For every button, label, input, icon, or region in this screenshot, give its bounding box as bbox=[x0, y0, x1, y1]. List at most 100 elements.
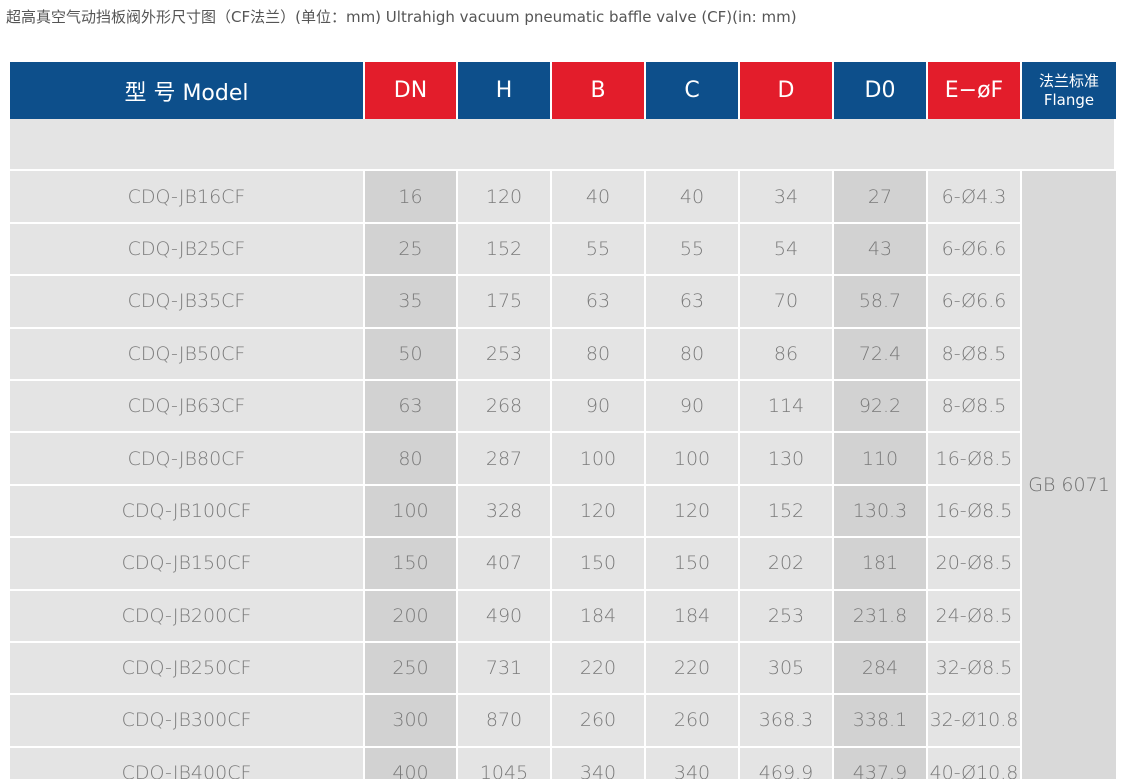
cell-e-f: 40-Ø10.8 bbox=[928, 747, 1022, 779]
cell-d0: 130.3 bbox=[834, 485, 928, 539]
table-row: CDQ-JB80CF 80 287 100 100 130 110 16-Ø8.5 bbox=[10, 433, 1116, 486]
cell-d: 469.9 bbox=[740, 747, 834, 779]
table-row: CDQ-JB300CF 300 870 260 260 368.3 338.1 32-Ø10.… bbox=[10, 695, 1116, 748]
cell-e-f: 8-Ø8.5 bbox=[928, 328, 1022, 381]
cell-d0: 284 bbox=[834, 642, 928, 696]
cell-e-f: 6-Ø4.3 bbox=[928, 171, 1022, 224]
cell-flange-standard: GB 6071 bbox=[1022, 171, 1116, 779]
table-row: CDQ-JB16CF 16 120 40 40 34 27 6-Ø4.3 GB 6071 bbox=[10, 171, 1116, 779]
cell-c: 100 bbox=[646, 433, 740, 486]
cell-h: 1045 bbox=[458, 747, 552, 779]
cell-d: 253 bbox=[740, 590, 834, 643]
cell-d: 114 bbox=[740, 380, 834, 434]
header-row: 型 号 Model DN H B C D D0 E−øF 法兰标准 Flange bbox=[10, 62, 1116, 119]
cell-d: 368.3 bbox=[740, 695, 834, 748]
cell-e-f: 20-Ø8.5 bbox=[928, 538, 1022, 591]
header-flange-cn: 法兰标准 bbox=[1038, 71, 1099, 90]
cell-model: CDQ-JB400CF bbox=[10, 747, 365, 779]
header-spacer bbox=[10, 119, 1116, 172]
cell-e-f: 32-Ø8.5 bbox=[928, 642, 1022, 696]
table-row: CDQ-JB200CF 200 490 184 184 253 231.8 24-Ø8.5 bbox=[10, 590, 1116, 643]
cell-dn: 300 bbox=[365, 695, 458, 748]
cell-h: 268 bbox=[458, 380, 552, 434]
cell-dn: 25 bbox=[365, 223, 458, 277]
cell-h: 490 bbox=[458, 590, 552, 643]
cell-e-f: 32-Ø10.8 bbox=[928, 695, 1022, 748]
cell-dn: 16 bbox=[365, 171, 458, 224]
header-e-f: E−øF bbox=[928, 62, 1022, 119]
cell-h: 287 bbox=[458, 433, 552, 486]
cell-c: 80 bbox=[646, 328, 740, 381]
cell-c: 55 bbox=[646, 223, 740, 277]
cell-e-f: 16-Ø8.5 bbox=[928, 485, 1022, 539]
cell-b: 90 bbox=[552, 380, 646, 434]
cell-dn: 80 bbox=[365, 433, 458, 486]
cell-d: 86 bbox=[740, 328, 834, 381]
cell-d0: 27 bbox=[834, 171, 928, 224]
cell-model: CDQ-JB200CF bbox=[10, 590, 365, 643]
cell-h: 152 bbox=[458, 223, 552, 277]
cell-b: 120 bbox=[552, 485, 646, 539]
header-d: D bbox=[740, 62, 834, 119]
cell-d0: 72.4 bbox=[834, 328, 928, 381]
cell-d0: 231.8 bbox=[834, 590, 928, 643]
cell-d0: 437.9 bbox=[834, 747, 928, 779]
cell-h: 870 bbox=[458, 695, 552, 748]
table-row: CDQ-JB63CF 63 268 90 90 114 92.2 8-Ø8.5 bbox=[10, 380, 1116, 434]
header-h: H bbox=[458, 62, 552, 119]
cell-dn: 250 bbox=[365, 642, 458, 696]
cell-d: 70 bbox=[740, 276, 834, 329]
cell-e-f: 24-Ø8.5 bbox=[928, 590, 1022, 643]
table-row: CDQ-JB50CF 50 253 80 80 86 72.4 8-Ø8.5 bbox=[10, 328, 1116, 381]
cell-c: 260 bbox=[646, 695, 740, 748]
cell-h: 253 bbox=[458, 328, 552, 381]
cell-c: 63 bbox=[646, 276, 740, 329]
cell-d0: 181 bbox=[834, 538, 928, 591]
cell-dn: 50 bbox=[365, 328, 458, 381]
table-row: CDQ-JB25CF 25 152 55 55 54 43 6-Ø6.6 bbox=[10, 223, 1116, 277]
header-dn: DN bbox=[365, 62, 458, 119]
cell-dn: 400 bbox=[365, 747, 458, 779]
cell-d: 152 bbox=[740, 485, 834, 539]
cell-h: 731 bbox=[458, 642, 552, 696]
table-row: CDQ-JB250CF 250 731 220 220 305 284 32-Ø8.5 bbox=[10, 642, 1116, 696]
cell-c: 220 bbox=[646, 642, 740, 696]
cell-b: 40 bbox=[552, 171, 646, 224]
cell-model: CDQ-JB50CF bbox=[10, 328, 365, 381]
cell-d: 34 bbox=[740, 171, 834, 224]
cell-c: 90 bbox=[646, 380, 740, 434]
table-caption: 超高真空气动挡板阀外形尺寸图（CF法兰）(单位：mm) Ultrahigh va… bbox=[6, 8, 797, 26]
header-flange-en: Flange bbox=[1043, 90, 1095, 109]
cell-model: CDQ-JB100CF bbox=[10, 485, 365, 539]
cell-b: 184 bbox=[552, 590, 646, 643]
header-c: C bbox=[646, 62, 740, 119]
cell-model: CDQ-JB150CF bbox=[10, 538, 365, 591]
cell-h: 328 bbox=[458, 485, 552, 539]
cell-c: 340 bbox=[646, 747, 740, 779]
cell-b: 55 bbox=[552, 223, 646, 277]
table-row: CDQ-JB150CF 150 407 150 150 202 181 20-Ø8.5 bbox=[10, 538, 1116, 591]
cell-model: CDQ-JB25CF bbox=[10, 223, 365, 277]
cell-c: 120 bbox=[646, 485, 740, 539]
cell-b: 260 bbox=[552, 695, 646, 748]
cell-b: 80 bbox=[552, 328, 646, 381]
cell-b: 340 bbox=[552, 747, 646, 779]
cell-b: 100 bbox=[552, 433, 646, 486]
cell-dn: 63 bbox=[365, 380, 458, 434]
header-d0: D0 bbox=[834, 62, 928, 119]
cell-d0: 58.7 bbox=[834, 276, 928, 329]
cell-b: 220 bbox=[552, 642, 646, 696]
cell-d: 202 bbox=[740, 538, 834, 591]
cell-c: 40 bbox=[646, 171, 740, 224]
table-row: CDQ-JB35CF 35 175 63 63 70 58.7 6-Ø6.6 bbox=[10, 276, 1116, 329]
table-row: CDQ-JB400CF 400 1045 340 340 469.9 437.9 40-Ø10… bbox=[10, 747, 1116, 779]
cell-dn: 150 bbox=[365, 538, 458, 591]
cell-model: CDQ-JB80CF bbox=[10, 433, 365, 486]
cell-c: 150 bbox=[646, 538, 740, 591]
header-model: 型 号 Model bbox=[10, 62, 365, 119]
cell-d0: 110 bbox=[834, 433, 928, 486]
header-flange: 法兰标准 Flange bbox=[1022, 62, 1116, 119]
table-row: CDQ-JB100CF 100 328 120 120 152 130.3 16-Ø8.5 bbox=[10, 485, 1116, 539]
cell-h: 120 bbox=[458, 171, 552, 224]
